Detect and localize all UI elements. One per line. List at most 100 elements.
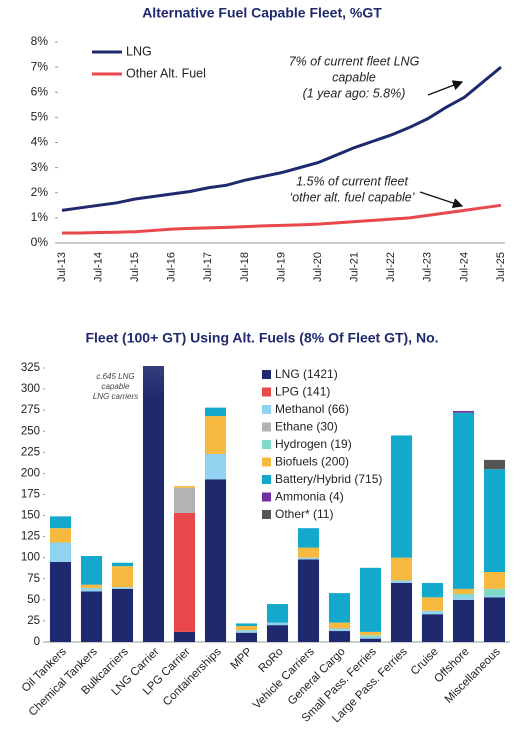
bar-segment [49, 528, 72, 543]
y-tick-label: 75 [27, 573, 40, 585]
y-tick-label: 100 [21, 552, 40, 564]
bar-segment [359, 636, 382, 639]
bar-segment [359, 638, 382, 642]
bar-segment [297, 557, 320, 560]
bar-segment [173, 486, 196, 488]
bar-segment [297, 559, 320, 642]
bar-segment [390, 580, 413, 583]
bar-segment [359, 631, 382, 636]
legend-label: Ammonia (4) [275, 490, 344, 504]
bar-segment [421, 614, 444, 642]
bar-segment [266, 604, 289, 623]
bar-segment [111, 562, 134, 567]
y-tick-label: 275 [21, 404, 40, 416]
x-tick-label: Jul-13 [56, 252, 68, 282]
annotation: c.645 LNG [96, 372, 134, 381]
bar-segment [328, 593, 351, 623]
y-tick-label: 0 [34, 636, 40, 648]
chart-title: Alternative Fuel Capable Fleet, %GT [142, 5, 382, 21]
annotation: 7% of current fleet LNG [289, 54, 420, 68]
bar-segment [142, 366, 165, 642]
bar-segment [421, 582, 444, 598]
y-tick-label: 25 [27, 615, 40, 627]
legend-label: Battery/Hybrid (715) [275, 472, 382, 486]
bar-segment [421, 597, 444, 611]
legend-label: Ethane (30) [275, 420, 338, 434]
x-tick-label: Jul-24 [458, 252, 470, 282]
x-tick-label: Jul-22 [385, 252, 397, 282]
y-tick-label: 8% [31, 34, 49, 48]
bar-segment [483, 595, 506, 598]
legend-label: LPG (141) [275, 385, 330, 399]
annotation: (1 year ago: 5.8%) [303, 86, 406, 100]
annotation: capable [332, 70, 376, 84]
bar-segment [452, 412, 475, 589]
annotation: 1.5% of current fleet [296, 174, 408, 188]
arrow [427, 80, 464, 96]
bar-segment [452, 596, 475, 600]
y-tick-label: 7% [31, 59, 49, 73]
x-tick-label: Jul-21 [349, 252, 361, 282]
y-tick-label: 3% [31, 160, 49, 174]
bar-segment [49, 542, 72, 562]
bar-segment [483, 459, 506, 470]
bar-segment [421, 610, 444, 615]
bar-segment [80, 584, 103, 589]
bar-segment [328, 628, 351, 632]
legend-swatch [262, 370, 271, 379]
bar-segment [297, 547, 320, 558]
bar-segment [235, 630, 258, 633]
bar-segment [235, 625, 258, 631]
bar-segment [204, 407, 227, 417]
y-tick-label: 325 [21, 362, 40, 374]
legend-swatch [262, 492, 271, 502]
bar-segment [483, 469, 506, 573]
bar-segment [483, 572, 506, 589]
bar-segment [80, 588, 103, 592]
arrow [419, 191, 464, 209]
legend-label: Hydrogen (19) [275, 437, 352, 451]
bar-segment [204, 453, 227, 480]
bar-segment [173, 487, 196, 514]
x-tick-label: Miscellaneous [443, 646, 503, 706]
bar-segment [111, 588, 134, 642]
bar-segment [390, 435, 413, 558]
legend-swatch [262, 422, 271, 432]
data-line [61, 65, 502, 212]
x-tick-label: Jul-14 [92, 252, 104, 282]
bar-segment [173, 513, 196, 632]
y-tick-label: 250 [21, 425, 40, 437]
bar-segment [328, 622, 351, 629]
y-tick-label: 300 [21, 383, 40, 395]
legend-swatch [262, 405, 271, 414]
bar-segment [235, 632, 258, 642]
bar-segment [452, 593, 475, 597]
legend-label: Other* (11) [275, 507, 333, 521]
x-tick-label: Jul-16 [166, 252, 178, 282]
bar-segment [266, 622, 289, 626]
y-tick-label: 1% [31, 210, 49, 224]
legend-label: Methanol (66) [275, 402, 349, 416]
bar-segment [204, 416, 227, 454]
bar-segment [483, 588, 506, 596]
bar-segment [204, 479, 227, 642]
bar-segment [266, 625, 289, 642]
x-tick-label: Jul-20 [312, 252, 324, 282]
legend-swatch [262, 475, 271, 484]
x-tick-label: Jul-17 [202, 252, 214, 282]
y-tick-label: 6% [31, 84, 49, 98]
annotation: LNG carriers [93, 392, 138, 401]
legend-label: LNG [126, 44, 152, 58]
legend-swatch [262, 457, 271, 467]
data-line [62, 203, 502, 235]
legend-swatch [262, 387, 271, 397]
y-tick-label: 2% [31, 185, 49, 199]
bar-segment [390, 582, 413, 642]
bar-segment [80, 591, 103, 642]
bar-segment [111, 587, 134, 589]
bar-segment [111, 566, 134, 588]
bar-segment [80, 556, 103, 585]
x-tick-label: MPP [229, 646, 255, 672]
chart-title: Fleet (100+ GT) Using Alt. Fuels (8% Of … [85, 330, 438, 346]
